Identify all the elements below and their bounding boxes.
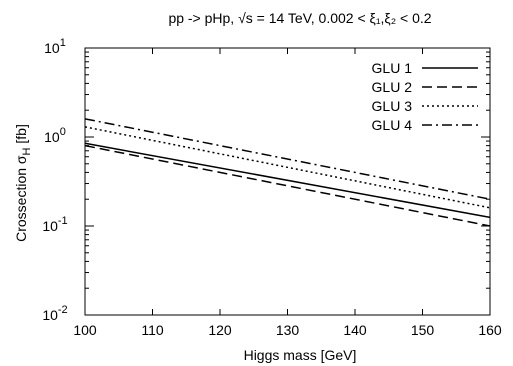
plot-area-border: [84, 47, 491, 316]
plot-frame: [84, 47, 491, 316]
series-line-glu-1: [84, 142, 491, 219]
x-tick-label: 150: [411, 322, 435, 338]
y-axis-title: Crossection σH [fb]: [13, 124, 33, 242]
x-tick-label: 140: [343, 322, 367, 338]
y-tick-label: 101: [44, 37, 66, 56]
y-tick-label: 10-1: [42, 215, 67, 234]
x-tick-label: 110: [141, 322, 164, 338]
legend-label: GLU 4: [372, 117, 413, 133]
series-line-glu-3: [84, 126, 491, 209]
legend-label: GLU 2: [372, 79, 413, 95]
y-tick-label: 100: [44, 126, 66, 145]
series-lines: [84, 118, 491, 227]
x-tick-label: 130: [276, 322, 300, 338]
x-tick-label: 160: [478, 322, 502, 338]
x-axis-title: Higgs mass [GeV]: [244, 347, 357, 363]
chart-title: pp -> pHp, √s = 14 TeV, 0.002 < ξ₁,ξ₂ < …: [168, 10, 431, 26]
series-line-glu-2: [84, 144, 491, 227]
x-axis: 100 110 120 130 140 150 160: [73, 48, 502, 338]
legend: GLU 1 GLU 2 GLU 3 GLU 4: [372, 60, 478, 133]
x-tick-label: 100: [73, 322, 97, 338]
legend-label: GLU 1: [372, 60, 413, 76]
series-line-glu-4: [84, 118, 491, 200]
x-tick-label: 120: [208, 322, 232, 338]
legend-label: GLU 3: [372, 98, 413, 114]
y-tick-label: 10-2: [42, 304, 67, 323]
y-axis: 10-2 10-1 100 101: [42, 37, 490, 323]
